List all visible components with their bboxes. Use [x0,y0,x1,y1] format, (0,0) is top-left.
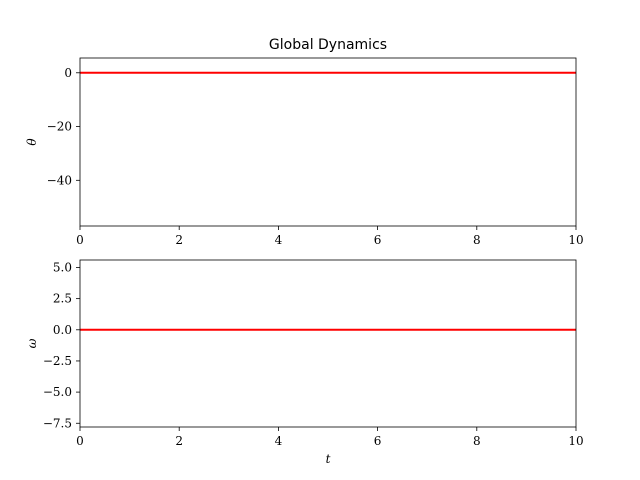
x-tick-label: 4 [275,233,283,247]
y-tick-label: −2.5 [43,354,72,368]
x-tick-label: 4 [275,434,283,448]
y-tick-label: 5.0 [53,260,72,274]
axes-frame [79,57,577,227]
x-tick-label: 10 [568,434,583,448]
x-tick-label: 2 [175,434,183,448]
y-tick-label: −7.5 [43,416,72,430]
y-axis-label: ω [25,338,39,348]
y-tick-label: 0.0 [53,323,72,337]
y-tick-label: 2.5 [53,292,72,306]
x-tick-label: 2 [175,233,183,247]
theta-panel: 0 2 4 6 8 10 0 −20 −40 Global Dynamics θ [25,37,584,247]
x-tick-label: 10 [568,233,583,247]
y-tick-label: −5.0 [43,385,72,399]
y-tick-label: −20 [47,120,72,134]
x-tick-label: 0 [76,434,84,448]
y-tick-label: −40 [47,173,72,187]
y-axis-label: θ [25,138,39,146]
x-tick-label: 0 [76,233,84,247]
x-tick-label: 8 [473,233,481,247]
x-tick-label: 6 [374,434,382,448]
x-tick-label: 8 [473,434,481,448]
y-tick-label: 0 [64,66,72,80]
chart-title: Global Dynamics [269,37,387,53]
x-tick-label: 6 [374,233,382,247]
omega-panel: 0 2 4 6 8 10 5.0 2.5 0.0 −2.5 −5.0 −7.5 ω t [25,259,584,466]
x-axis-label: t [326,452,331,466]
axes-frame [79,259,577,428]
